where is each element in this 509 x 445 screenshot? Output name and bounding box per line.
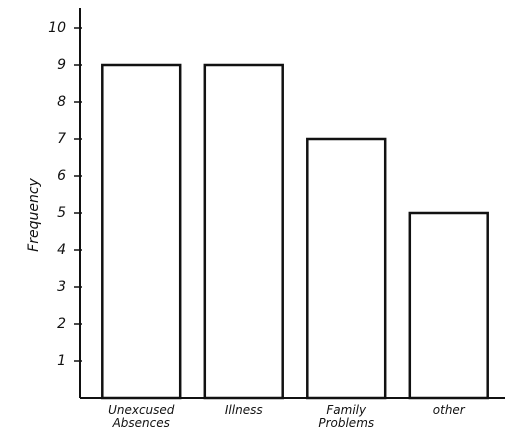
chart: Frequency 1 2 3 4 5 6 7 8 9 10: [0, 0, 509, 445]
y-tick-label: 1: [57, 353, 66, 369]
x-tick-label: Family Problems: [306, 404, 386, 430]
y-tick-label: 2: [57, 316, 66, 332]
bar: [102, 65, 180, 398]
chart-container: Frequency 1 2 3 4 5 6 7 8 9 10 Unexcused Absences…: [0, 0, 509, 445]
y-tick-label: 6: [57, 168, 66, 184]
bar: [307, 139, 385, 398]
x-tick-label: Illness: [204, 404, 284, 417]
x-tick-label: other: [409, 404, 489, 417]
y-tick-label: 5: [57, 205, 66, 221]
x-tick-label: Unexcused Absences: [101, 404, 181, 430]
y-tick-label: 10: [48, 20, 66, 36]
y-tick-label: 9: [57, 57, 66, 73]
y-tick-label: 3: [57, 279, 66, 295]
bar: [205, 65, 283, 398]
y-tick-label: 4: [57, 242, 66, 258]
y-axis-label: Frequency: [26, 177, 42, 251]
y-tick-label: 7: [57, 131, 66, 147]
y-tick-label: 8: [57, 94, 66, 110]
bar: [410, 213, 488, 398]
